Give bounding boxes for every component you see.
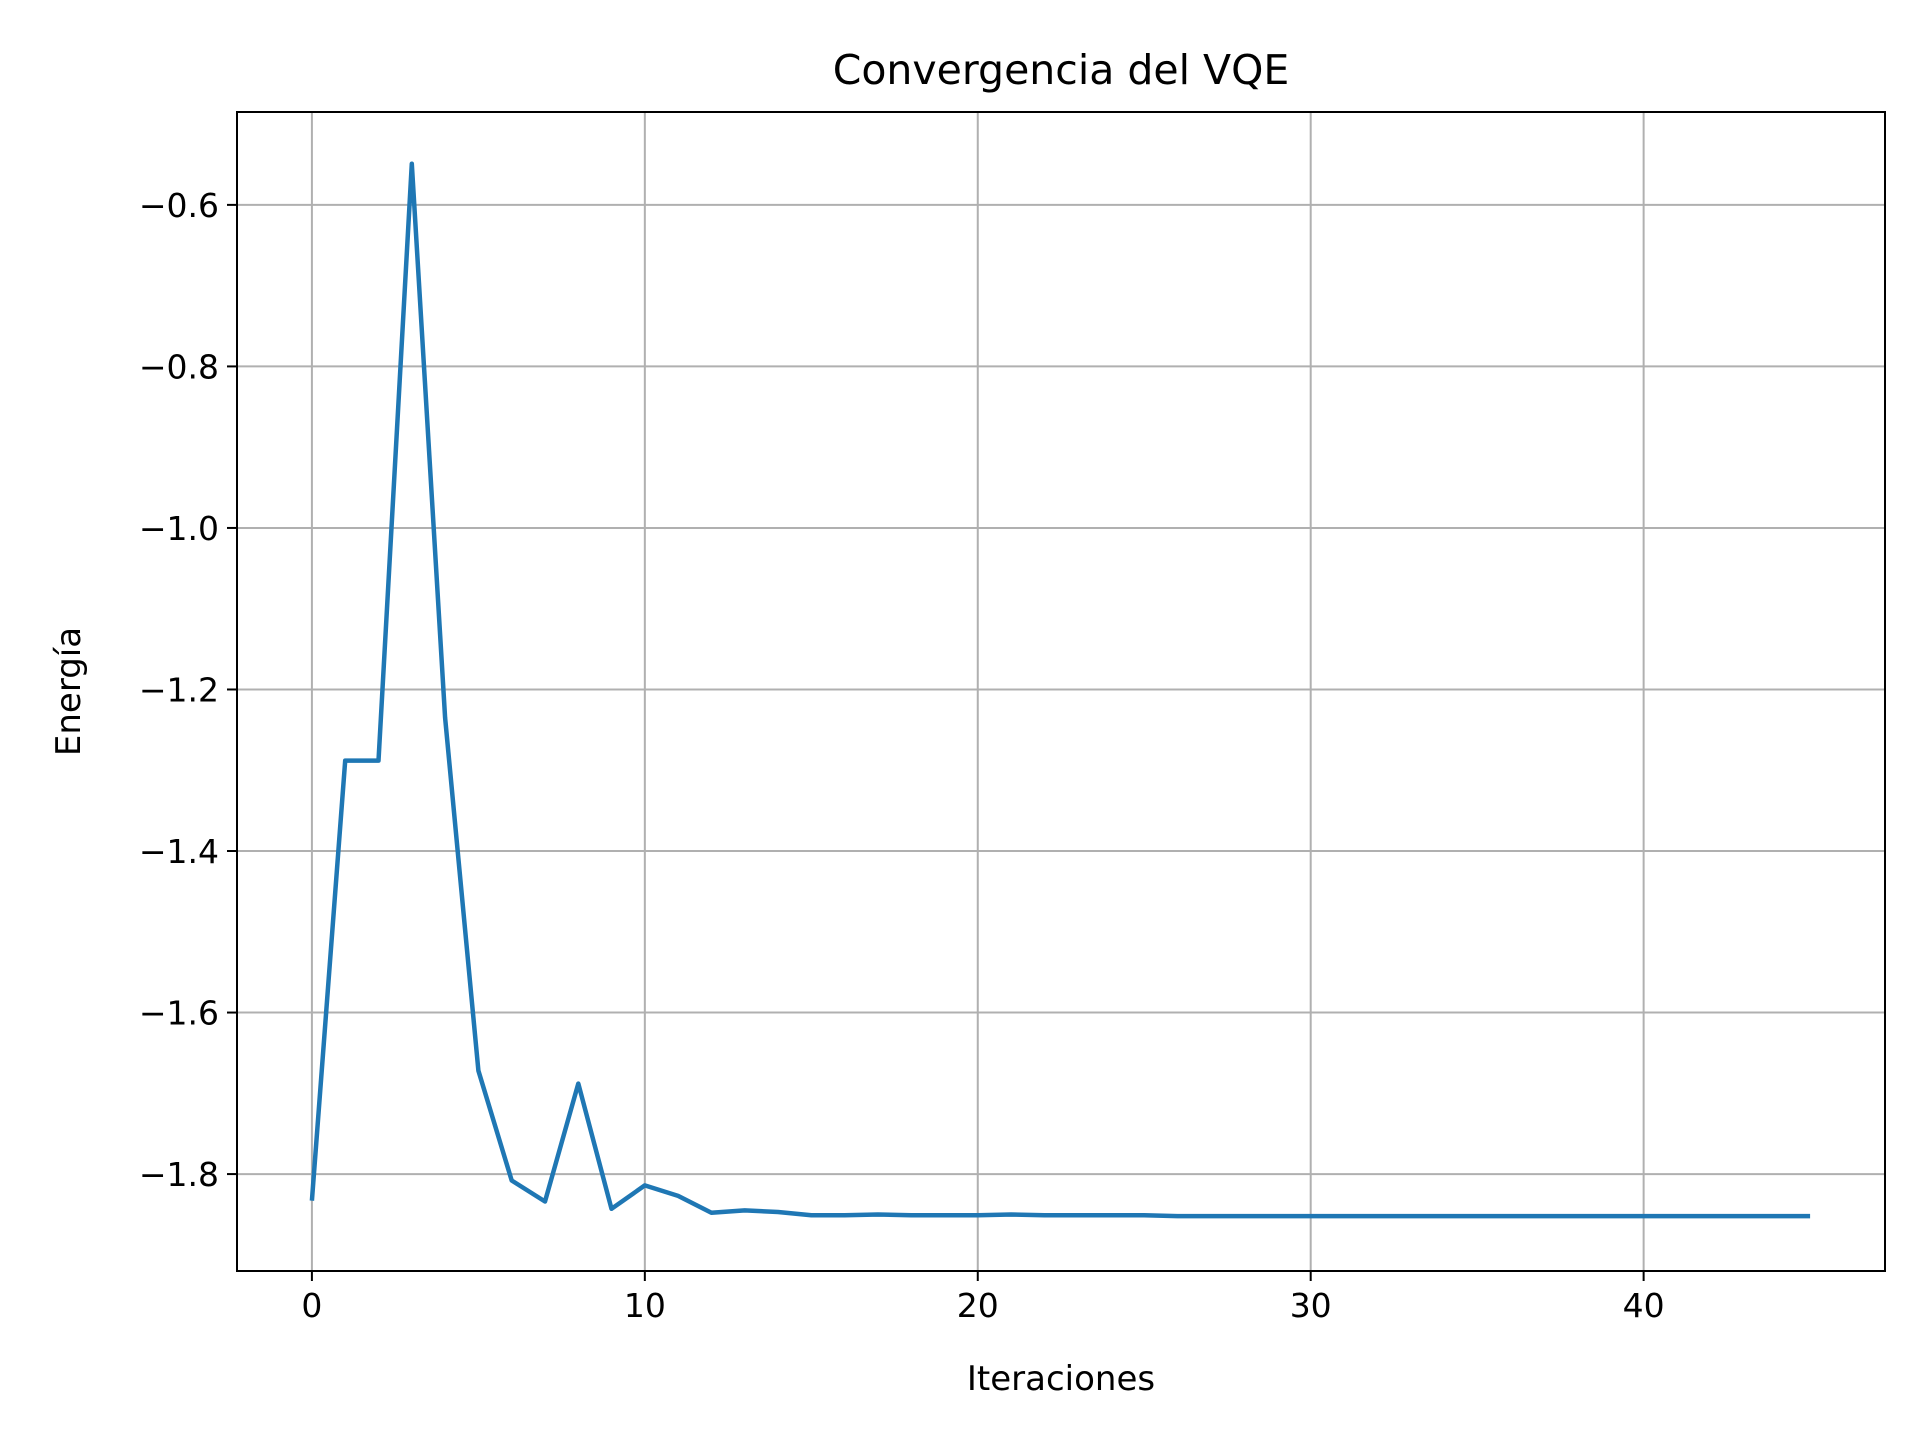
x-tick-label: 20 xyxy=(957,1286,999,1325)
x-tick-label: 0 xyxy=(301,1286,322,1325)
plot-lines xyxy=(309,161,1811,1219)
series-line xyxy=(309,161,1811,1219)
y-tick-label: −0.8 xyxy=(139,347,219,386)
y-tick-label: −1.0 xyxy=(139,509,219,548)
y-tick-label: −1.2 xyxy=(139,670,219,709)
plot-area-frame xyxy=(236,111,1886,1272)
x-tick-label: 30 xyxy=(1290,1286,1332,1325)
y-tick-label: −1.8 xyxy=(139,1155,219,1194)
x-tick-label: 40 xyxy=(1623,1286,1665,1325)
x-axis-label: Iteraciones xyxy=(967,1359,1155,1399)
y-tick-label: −0.6 xyxy=(139,186,219,225)
x-tick-label: 10 xyxy=(624,1286,666,1325)
axis-ticks: 0 10 20 30 40 −0.6 −0.8 −1.0 −1.2 −1.4 −1.6 −1.8 xyxy=(139,186,1665,1325)
y-tick-label: −1.6 xyxy=(139,994,219,1033)
chart-title: Convergencia del VQE xyxy=(833,46,1290,94)
y-axis-label: Energía xyxy=(49,627,89,756)
y-tick-label: −1.4 xyxy=(139,832,219,871)
